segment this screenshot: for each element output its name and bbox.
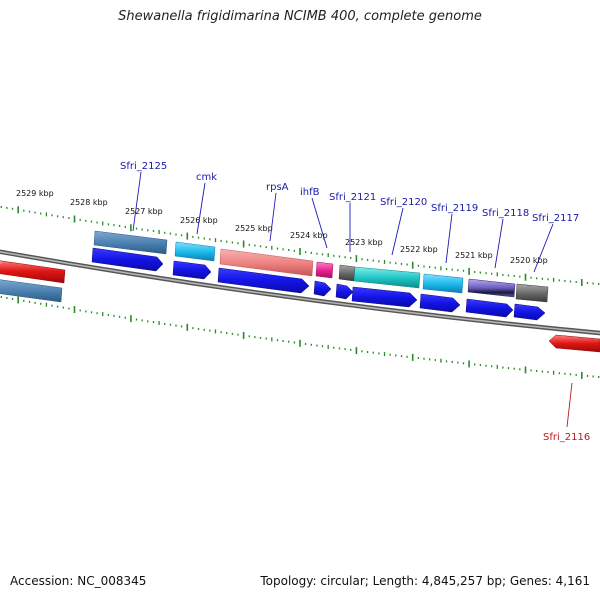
gene-label-sfri-2116[interactable]: Sfri_2116 bbox=[543, 432, 590, 443]
feature-cmk[interactable] bbox=[174, 241, 216, 262]
feature-sfri-2118[interactable] bbox=[467, 278, 516, 298]
genome-summary: Topology: circular; Length: 4,845,257 bp… bbox=[260, 574, 590, 588]
kbp-label-2522: 2522 kbp bbox=[400, 245, 438, 254]
cds-arrow-sfri-2120[interactable] bbox=[351, 286, 418, 308]
feature-left-red-tip bbox=[0, 261, 3, 265]
kbp-label-2525: 2525 kbp bbox=[235, 224, 273, 233]
cds-arrow-cmk[interactable] bbox=[172, 260, 212, 280]
feature-track-outer bbox=[0, 230, 549, 303]
feature-sfri-2117[interactable] bbox=[515, 283, 549, 303]
feature-sfri-2119[interactable] bbox=[422, 273, 464, 294]
cds-arrow-rpsa[interactable] bbox=[217, 267, 310, 294]
feature-sfri-2121[interactable] bbox=[338, 264, 356, 282]
feature-ihfb[interactable] bbox=[315, 261, 334, 279]
map-title: Shewanella frigidimarina NCIMB 400, comp… bbox=[118, 9, 482, 24]
kbp-label-2524: 2524 kbp bbox=[290, 231, 328, 240]
genome-backbone bbox=[0, 249, 600, 336]
feature-left-steel[interactable] bbox=[0, 279, 63, 303]
kbp-label-2528: 2528 kbp bbox=[70, 198, 108, 207]
cds-arrow-sfri-2121[interactable] bbox=[335, 283, 354, 300]
kbp-label-2523: 2523 kbp bbox=[345, 238, 383, 247]
feature-track-lower bbox=[0, 279, 600, 353]
gene-label-sfri-2125[interactable]: Sfri_2125 bbox=[120, 161, 167, 172]
kbp-label-2521: 2521 kbp bbox=[455, 251, 493, 260]
gene-label-sfri-2120[interactable]: Sfri_2120 bbox=[380, 197, 427, 208]
feature-sfri-2116[interactable] bbox=[548, 334, 600, 353]
cds-arrow-sfri-2119[interactable] bbox=[419, 293, 461, 313]
cds-track bbox=[91, 247, 546, 321]
gene-leader-lines bbox=[132, 171, 573, 428]
feature-left-red[interactable] bbox=[0, 260, 66, 284]
gene-label-sfri-2119[interactable]: Sfri_2119 bbox=[431, 203, 478, 214]
cds-arrow-sfri-2118[interactable] bbox=[465, 298, 514, 318]
outer-scale-track bbox=[0, 205, 600, 286]
accession-label: Accession: NC_008345 bbox=[10, 574, 147, 588]
gene-label-cmk[interactable]: cmk bbox=[196, 172, 217, 183]
feature-rpsa[interactable] bbox=[219, 248, 314, 277]
gene-label-rpsa[interactable]: rpsA bbox=[266, 182, 289, 193]
cds-arrow-sfri-2125[interactable] bbox=[91, 247, 164, 272]
cds-arrow-sfri-2117[interactable] bbox=[513, 303, 546, 321]
kbp-label-2527: 2527 kbp bbox=[125, 207, 163, 216]
gene-label-sfri-2117[interactable]: Sfri_2117 bbox=[532, 213, 579, 224]
feature-sfri-2125[interactable] bbox=[93, 230, 168, 255]
gene-label-sfri-2121[interactable]: Sfri_2121 bbox=[329, 192, 376, 203]
kbp-label-2529: 2529 kbp bbox=[16, 189, 54, 198]
feature-sfri-2120[interactable] bbox=[353, 266, 421, 289]
gene-labels: Sfri_2125 cmk rpsA ihfB Sfri_2121 Sfri_2… bbox=[120, 161, 590, 443]
gene-label-sfri-2118[interactable]: Sfri_2118 bbox=[482, 208, 529, 219]
cds-arrow-ihfb[interactable] bbox=[313, 280, 332, 297]
gene-label-ihfb[interactable]: ihfB bbox=[300, 187, 320, 198]
inner-scale-track bbox=[0, 296, 600, 379]
kbp-label-2520: 2520 kbp bbox=[510, 256, 548, 265]
